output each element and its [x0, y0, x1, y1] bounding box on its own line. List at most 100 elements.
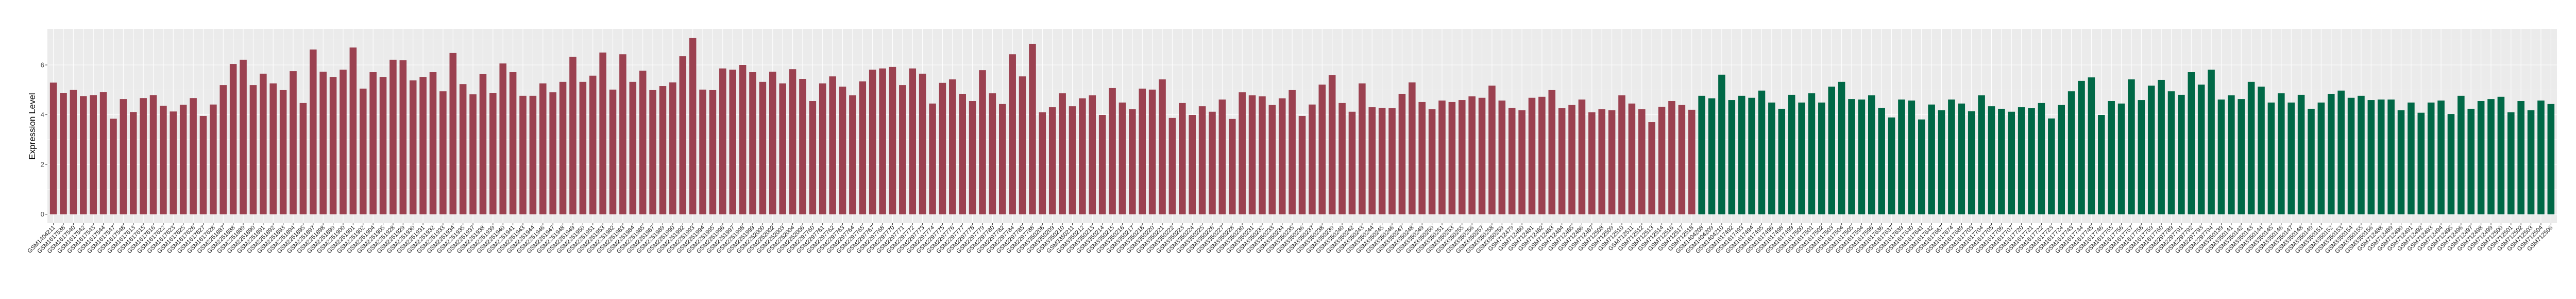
bar — [2527, 110, 2535, 214]
bar — [1498, 101, 1506, 214]
bar — [929, 103, 936, 214]
bar — [389, 59, 397, 214]
bar — [589, 75, 597, 214]
bar — [1618, 95, 1625, 214]
bar — [1179, 103, 1186, 214]
bar — [1289, 90, 1296, 214]
bar — [340, 70, 347, 214]
bar — [1268, 105, 1276, 214]
bar — [2097, 115, 2105, 214]
bar — [669, 82, 676, 214]
bar — [2058, 105, 2065, 214]
bar — [179, 105, 187, 214]
bar — [1089, 95, 1096, 214]
bar — [2018, 107, 2025, 214]
bar — [1928, 104, 1935, 214]
bar — [449, 53, 457, 214]
bar — [1998, 108, 2005, 214]
bar — [799, 79, 806, 214]
bar — [459, 84, 467, 214]
bar — [1359, 83, 1366, 214]
bar — [1458, 100, 1466, 214]
bar — [2487, 99, 2495, 214]
bar — [1968, 111, 1975, 214]
bar — [639, 71, 647, 214]
bar — [2437, 101, 2445, 214]
bar — [1798, 102, 1805, 214]
bar — [2317, 102, 2325, 214]
bar — [1848, 99, 1855, 214]
bar — [1628, 103, 1636, 214]
bar — [1448, 102, 1456, 214]
bar — [629, 81, 637, 214]
bar — [299, 103, 307, 214]
bar — [1418, 102, 1426, 214]
bar — [849, 95, 856, 214]
bar — [949, 79, 956, 214]
bar — [2517, 101, 2524, 214]
bar — [170, 111, 177, 214]
y-tick-label: 0 — [41, 210, 44, 218]
bar — [1488, 86, 1496, 214]
bar — [2008, 111, 2015, 214]
bar — [1039, 112, 1046, 214]
bar — [469, 94, 477, 214]
bar — [2178, 94, 2185, 214]
bar — [2537, 101, 2545, 214]
bar — [2028, 108, 2035, 214]
bar — [739, 64, 747, 214]
bar — [1168, 118, 1176, 214]
bar — [2208, 70, 2215, 214]
y-tick-label: 6 — [41, 61, 44, 69]
bar — [1648, 122, 1655, 214]
bar — [2197, 85, 2205, 214]
bar — [2238, 99, 2245, 214]
bar — [2158, 79, 2165, 214]
bar — [2078, 80, 2085, 214]
bar — [2387, 99, 2395, 214]
y-tick-label: 4 — [41, 111, 44, 119]
bar — [1309, 104, 1316, 214]
bar — [1718, 74, 1725, 214]
bar — [1838, 81, 1845, 214]
bar — [1159, 79, 1166, 214]
bar — [290, 71, 297, 214]
bar — [399, 60, 407, 214]
bar — [489, 93, 497, 214]
bar — [310, 49, 317, 214]
bar — [1218, 99, 1226, 214]
bar — [859, 81, 867, 214]
bar — [2128, 79, 2135, 214]
bar — [219, 85, 227, 214]
bar — [699, 89, 706, 214]
bar — [679, 56, 687, 214]
bar — [2367, 100, 2375, 214]
bar — [2117, 103, 2125, 214]
bar — [2167, 91, 2175, 214]
bar — [439, 91, 447, 214]
bar — [1009, 54, 1016, 214]
bar — [1748, 97, 1755, 214]
bar — [529, 95, 537, 214]
bar — [1978, 95, 1985, 214]
bar — [1538, 96, 1546, 214]
bar — [249, 85, 257, 214]
bar — [1668, 101, 1675, 214]
bar — [1958, 103, 1965, 214]
bar — [1888, 117, 1895, 214]
bar — [1079, 98, 1086, 214]
bar — [1518, 110, 1526, 214]
bar — [1118, 102, 1126, 214]
bar — [969, 101, 976, 214]
bar — [1948, 99, 1955, 214]
bar — [1788, 94, 1795, 214]
bar — [120, 99, 127, 214]
bar — [2217, 99, 2225, 214]
bar — [2417, 112, 2425, 214]
bar — [1278, 98, 1286, 214]
bar — [1708, 98, 1716, 214]
bar — [1069, 106, 1076, 214]
bar — [1918, 119, 1925, 214]
bar — [1598, 109, 1606, 214]
